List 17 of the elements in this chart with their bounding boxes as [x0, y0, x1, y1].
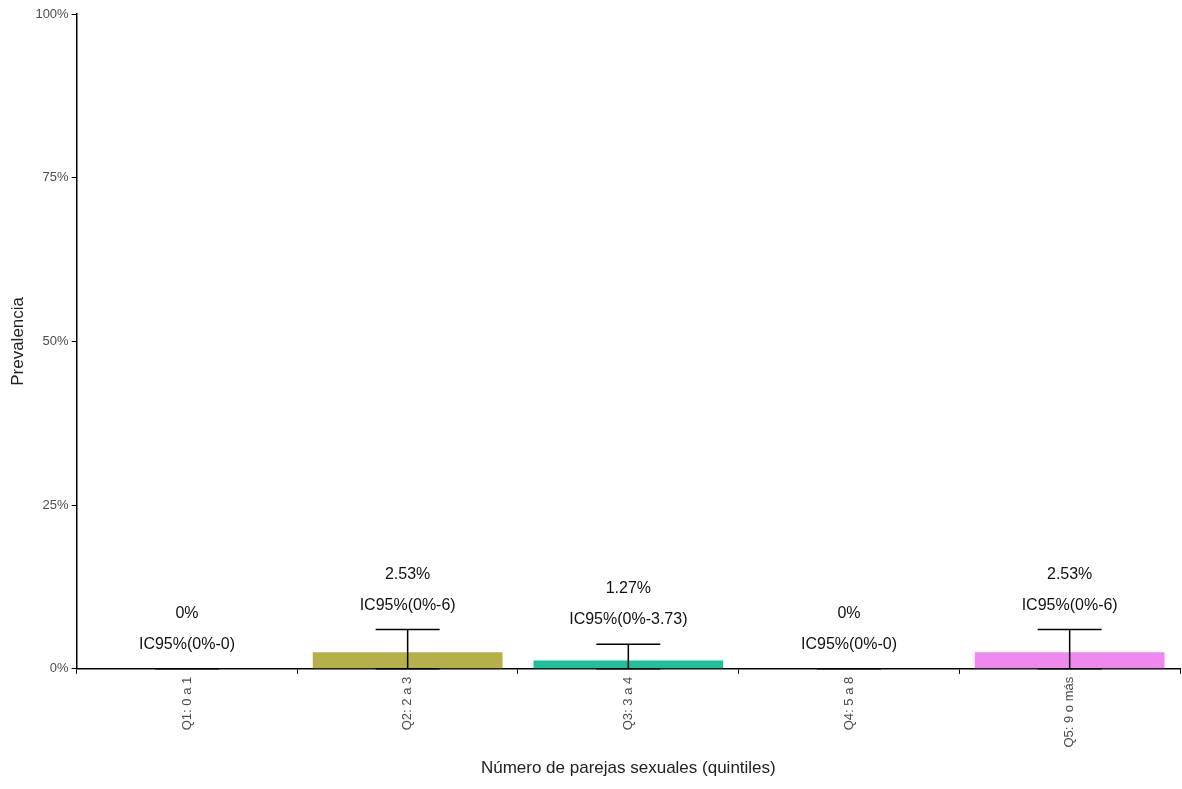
- data-label: 0% IC95%(0%-0): [138, 603, 235, 652]
- x-tick-label: Q1: 0 a 1: [178, 676, 194, 731]
- y-tick-label: 75%: [42, 169, 70, 185]
- x-tick-label: Q3: 3 a 4: [619, 676, 635, 731]
- data-label: 1.27% IC95%(0%-3.73): [569, 579, 688, 628]
- y-axis-title: Prevalencia: [7, 296, 27, 386]
- data-label: 0% IC95%(0%-0): [800, 603, 898, 652]
- x-tick-label: Q4: 5 a 8: [840, 676, 856, 731]
- data-label: 2.53% IC95%(0%-6): [1021, 564, 1118, 613]
- x-tick-label: Q2: 2 a 3: [399, 676, 415, 731]
- y-tick-label: 0%: [49, 660, 70, 676]
- y-tick-label: 50%: [42, 332, 70, 348]
- y-tick-label: 25%: [42, 496, 70, 512]
- x-tick-label: Q5: 9 o más: [1061, 676, 1077, 748]
- data-label: 2.53% IC95%(0%-6): [359, 564, 456, 613]
- y-tick-label: 100%: [35, 5, 70, 21]
- x-axis-title: Número de parejas sexuales (quintiles): [480, 758, 776, 778]
